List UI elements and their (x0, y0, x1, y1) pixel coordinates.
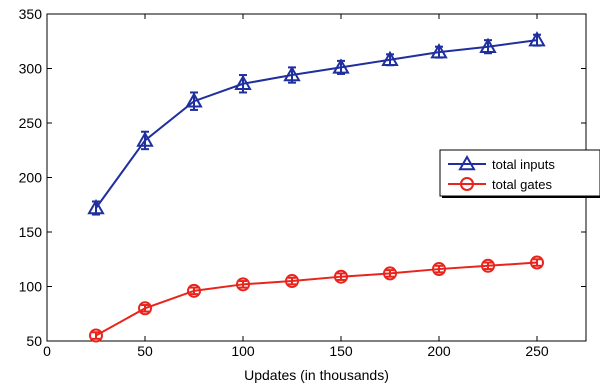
legend-label-total-gates: total gates (492, 177, 552, 192)
data-point-total-inputs (332, 58, 350, 74)
data-point-total-gates (187, 283, 201, 298)
x-tick-label: 50 (137, 343, 153, 359)
data-point-total-gates (334, 269, 348, 284)
legend-marker-total-gates (460, 177, 474, 191)
data-point-total-gates (432, 262, 446, 277)
series-line-total-inputs (95, 39, 538, 209)
data-point-total-gates (285, 274, 299, 289)
data-point-total-inputs (528, 31, 546, 47)
data-point-total-inputs (87, 199, 105, 215)
data-point-total-gates (530, 255, 544, 270)
y-tick-label: 150 (19, 224, 43, 240)
legend-label-total-inputs: total inputs (492, 157, 555, 172)
y-tick-label: 350 (19, 6, 43, 22)
x-tick-label: 150 (329, 343, 353, 359)
x-axis-label: Updates (in thousands) (244, 367, 389, 383)
series-layer (87, 31, 546, 343)
legend: total inputs total gates (439, 149, 600, 198)
x-tick-label: 200 (427, 343, 451, 359)
y-tick-label: 50 (26, 333, 42, 349)
data-point-total-inputs (234, 74, 252, 91)
data-point-total-gates (481, 258, 495, 273)
legend-marker-total-inputs (458, 154, 476, 171)
data-point-total-inputs (136, 131, 154, 147)
data-point-total-inputs (283, 66, 301, 82)
x-tick-label: 0 (43, 343, 51, 359)
data-point-total-gates (383, 266, 397, 281)
data-point-total-gates (138, 301, 152, 316)
data-point-total-gates (89, 328, 103, 343)
data-point-total-inputs (381, 50, 399, 67)
data-point-total-inputs (185, 92, 203, 108)
data-point-total-gates (236, 277, 250, 292)
x-tick-label: 250 (525, 343, 549, 359)
data-point-total-inputs (479, 37, 497, 53)
y-tick-label: 300 (19, 61, 43, 77)
x-tick-label: 100 (231, 343, 255, 359)
y-tick-label: 250 (19, 115, 43, 131)
data-point-total-inputs (430, 43, 448, 59)
series-total-gates (89, 255, 544, 343)
y-tick-label: 100 (19, 279, 43, 295)
series-total-inputs (87, 31, 546, 216)
series-line-total-gates (95, 261, 538, 337)
y-tick-label: 200 (19, 170, 43, 186)
